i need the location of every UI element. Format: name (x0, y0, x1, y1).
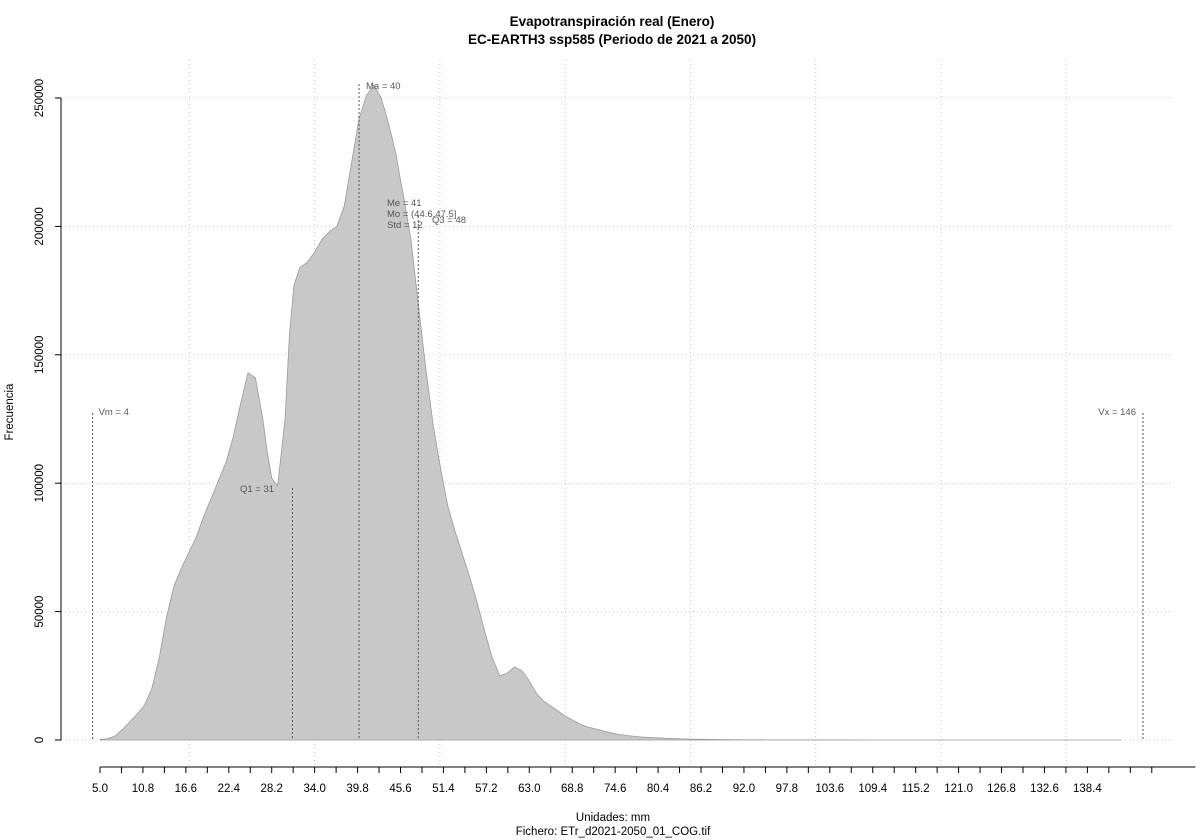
chart-title: Evapotranspiración real (Enero) (510, 14, 715, 29)
annotation-label: Q1 = 31 (240, 484, 274, 495)
annotation-label: Ma = 40 (366, 81, 401, 92)
x-tick-label: 86.2 (690, 783, 712, 795)
x-tick-label: 39.8 (346, 783, 368, 795)
annotation-label: Vm = 4 (99, 407, 129, 418)
x-tick-label: 115.2 (902, 783, 930, 795)
x-tick-label: 22.4 (218, 783, 241, 795)
y-axis: 0 50000 100000 150000 200000 250000 (34, 79, 62, 743)
x-tick-label: 109.4 (858, 783, 887, 795)
x-tick-label: 16.6 (175, 783, 197, 795)
x-tick-label: 45.6 (389, 783, 411, 795)
x-tick-label: 121.0 (944, 783, 973, 795)
y-tick-label: 100000 (34, 464, 46, 502)
annotation-label: Mo = (44.6,47.5] (387, 209, 456, 220)
caption: Fichero: ETr_d2021-2050_01_COG.tif (516, 826, 711, 838)
x-tick-label: 97.8 (776, 783, 798, 795)
series-area (99, 84, 1122, 741)
y-tick-label: 150000 (34, 336, 46, 374)
y-axis-label: Frecuencia (4, 383, 16, 440)
annotation-label: Q3 = 48 (432, 215, 466, 226)
x-axis-label: Unidades: mm (576, 812, 650, 824)
x-axis: 5.0 10.8 16.6 22.4 28.2 34.0 39.8 45.6 51.4 57.2 6… (92, 766, 1196, 795)
y-tick-label: 0 (34, 737, 46, 743)
x-tick-label: 132.6 (1030, 783, 1059, 795)
y-tick-label: 200000 (34, 207, 46, 245)
x-tick-label: 57.2 (475, 783, 497, 795)
annotation-label: Std = 12 (387, 220, 423, 231)
x-tick-label: 63.0 (518, 783, 540, 795)
x-tick-label: 74.6 (604, 783, 626, 795)
x-tick-label: 126.8 (987, 783, 1016, 795)
x-tick-label: 5.0 (92, 783, 108, 795)
annotation-label: Vx = 146 (1098, 407, 1136, 418)
x-tick-label: 92.0 (733, 783, 755, 795)
x-tick-label: 28.2 (261, 783, 283, 795)
x-tick-label: 51.4 (432, 783, 455, 795)
y-tick-label: 250000 (34, 79, 46, 117)
x-tick-label: 34.0 (303, 783, 325, 795)
annotation-label: Me = 41 (387, 198, 422, 209)
x-tick-label: 68.8 (561, 783, 583, 795)
x-tick-label: 10.8 (132, 783, 154, 795)
y-tick-label: 50000 (34, 596, 46, 628)
chart-subtitle: EC-EARTH3 ssp585 (Periodo de 2021 a 2050… (468, 32, 756, 47)
x-tick-label: 103.6 (815, 783, 844, 795)
x-tick-label: 138.4 (1073, 783, 1102, 795)
x-tick-label: 80.4 (647, 783, 670, 795)
